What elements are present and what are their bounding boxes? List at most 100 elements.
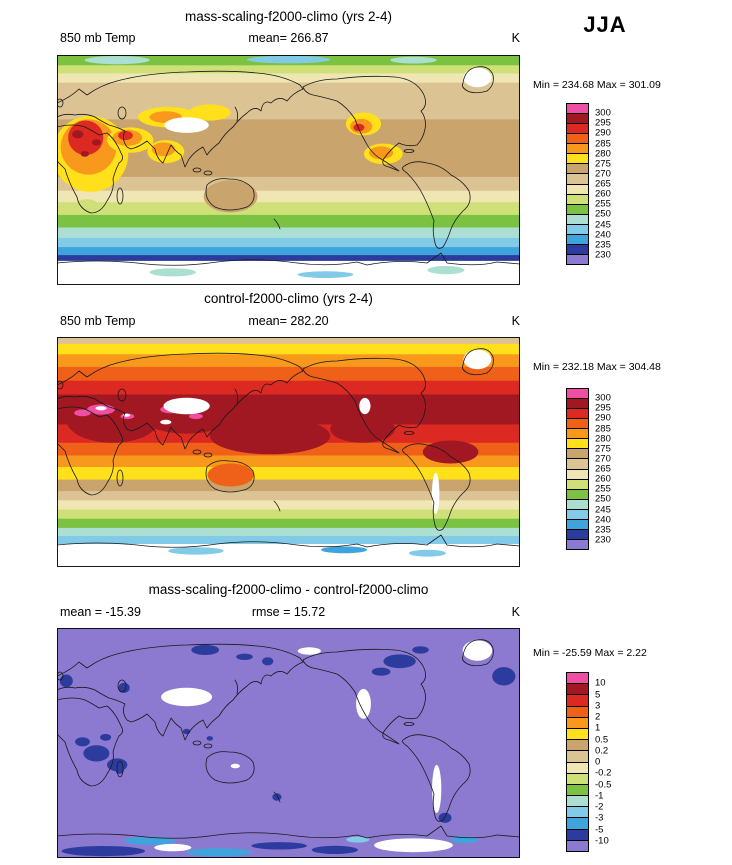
colorbar-cell bbox=[567, 104, 588, 115]
contour-feature bbox=[149, 268, 196, 277]
colorbar-tick-label: 235 bbox=[595, 239, 611, 251]
panel1-colorbar: 300 295 290 285 280 275 270 265 260 255 250 245 240 2… bbox=[566, 103, 636, 265]
contour-band bbox=[57, 479, 520, 492]
contour-feature bbox=[297, 271, 354, 278]
contour-feature bbox=[151, 142, 176, 157]
contour-feature bbox=[230, 763, 240, 769]
contour-feature bbox=[206, 736, 213, 741]
contour-feature bbox=[390, 56, 437, 64]
colorbar-cell bbox=[567, 194, 588, 205]
contour-feature bbox=[124, 836, 176, 845]
contour-band bbox=[57, 190, 520, 203]
contour-feature bbox=[422, 440, 479, 464]
colorbar-cell bbox=[567, 184, 588, 195]
contour-feature bbox=[462, 640, 493, 661]
contour-feature bbox=[189, 413, 203, 420]
colorbar-tick-label: 295 bbox=[595, 117, 611, 129]
contour-feature bbox=[374, 838, 453, 853]
contour-feature bbox=[463, 349, 492, 370]
colorbar-cell bbox=[567, 144, 588, 155]
colorbar-cell bbox=[567, 469, 588, 480]
contour-feature bbox=[100, 733, 112, 741]
colorbar-cell bbox=[567, 489, 588, 500]
colorbar-cell bbox=[567, 114, 588, 125]
colorbar-tick-label: 275 bbox=[595, 158, 611, 170]
panel3-rmse-label: rmse = 15.72 bbox=[251, 605, 326, 619]
colorbar-tick-label: 255 bbox=[595, 483, 611, 495]
colorbar-cell bbox=[567, 204, 588, 215]
panel2-title: control-f2000-climo (yrs 2-4) bbox=[204, 291, 373, 306]
panel3-units-label: K bbox=[511, 605, 520, 619]
colorbar-tick-label: 0.2 bbox=[595, 745, 609, 757]
contour-feature bbox=[359, 397, 371, 415]
colorbar-cell bbox=[567, 706, 588, 718]
colorbar-cell bbox=[567, 234, 588, 245]
contour-feature bbox=[427, 266, 465, 275]
temperature-bands bbox=[57, 55, 520, 285]
colorbar-tick-label: 10 bbox=[595, 677, 606, 689]
colorbar-cell bbox=[567, 684, 588, 696]
contour-feature bbox=[91, 139, 101, 146]
colorbar-cell bbox=[567, 519, 588, 530]
colorbar-tick-label: 245 bbox=[595, 504, 611, 515]
colorbar-tick-label: 255 bbox=[595, 198, 611, 210]
colorbar-cell bbox=[567, 762, 588, 774]
colorbar-tick-label: 260 bbox=[595, 188, 611, 200]
colorbar-cell bbox=[567, 449, 588, 460]
map-features bbox=[59, 640, 516, 857]
contour-feature bbox=[118, 682, 130, 693]
colorbar-cell bbox=[567, 459, 588, 470]
contour-band bbox=[57, 380, 520, 396]
colorbar-cell bbox=[567, 399, 588, 410]
map-frame bbox=[57, 55, 520, 285]
colorbar-tick-label: 290 bbox=[595, 412, 611, 424]
panel2-variable-label: 850 mb Temp bbox=[60, 314, 136, 328]
colorbar-tick-label: 280 bbox=[595, 148, 611, 160]
colorbar-tick-label: 240 bbox=[595, 229, 611, 241]
colorbar-cell bbox=[567, 244, 588, 255]
contour-band bbox=[57, 527, 520, 537]
colorbar-tick-label: 270 bbox=[595, 453, 611, 465]
contour-band bbox=[57, 544, 520, 567]
colorbar-cell bbox=[567, 224, 588, 235]
colorbar-tick-label: 265 bbox=[595, 178, 611, 190]
colorbar-cell bbox=[567, 419, 588, 430]
colorbar-cell bbox=[567, 134, 588, 145]
panel1-mean-label: mean= 266.87 bbox=[248, 31, 329, 45]
colorbar-tick-label: 235 bbox=[595, 524, 611, 536]
contour-band bbox=[57, 467, 520, 481]
colorbar-tick-label: 295 bbox=[595, 402, 611, 414]
colorbar-cell bbox=[567, 840, 588, 851]
contour-feature bbox=[154, 843, 192, 852]
panel2-minmax: Min = 232.18 Max = 304.48 bbox=[533, 361, 661, 373]
map-frame bbox=[57, 337, 520, 567]
panel1-variable-label: 850 mb Temp bbox=[60, 31, 136, 45]
contour-band bbox=[57, 247, 520, 256]
contour-feature bbox=[356, 688, 371, 719]
colorbar-cell bbox=[567, 818, 588, 830]
colorbar-tick-label: 250 bbox=[595, 208, 611, 220]
contour-feature bbox=[75, 737, 90, 747]
contour-feature bbox=[118, 130, 133, 141]
contour-band bbox=[57, 65, 520, 74]
colorbar-tick-label: 300 bbox=[595, 107, 611, 119]
contour-feature bbox=[191, 644, 220, 655]
contour-feature bbox=[353, 123, 365, 132]
panel2-units-label: K bbox=[511, 314, 520, 328]
colorbar-tick-label: 1 bbox=[595, 722, 601, 734]
colorbar-cell bbox=[567, 124, 588, 135]
contour-band bbox=[57, 500, 520, 511]
panel1-units-label: K bbox=[511, 31, 520, 45]
panel2-colorbar-boxes bbox=[566, 388, 589, 550]
contour-feature bbox=[72, 130, 84, 139]
contour-band bbox=[57, 491, 520, 501]
contour-feature bbox=[80, 151, 89, 157]
panel1-colorbar-boxes bbox=[566, 103, 589, 265]
contour-feature bbox=[186, 848, 252, 857]
contour-feature bbox=[412, 646, 429, 654]
contour-band bbox=[57, 337, 520, 345]
panel2-mean-label: mean= 282.20 bbox=[248, 314, 329, 328]
contour-band bbox=[57, 343, 520, 355]
contour-feature bbox=[463, 67, 492, 88]
contour-feature bbox=[236, 653, 253, 660]
